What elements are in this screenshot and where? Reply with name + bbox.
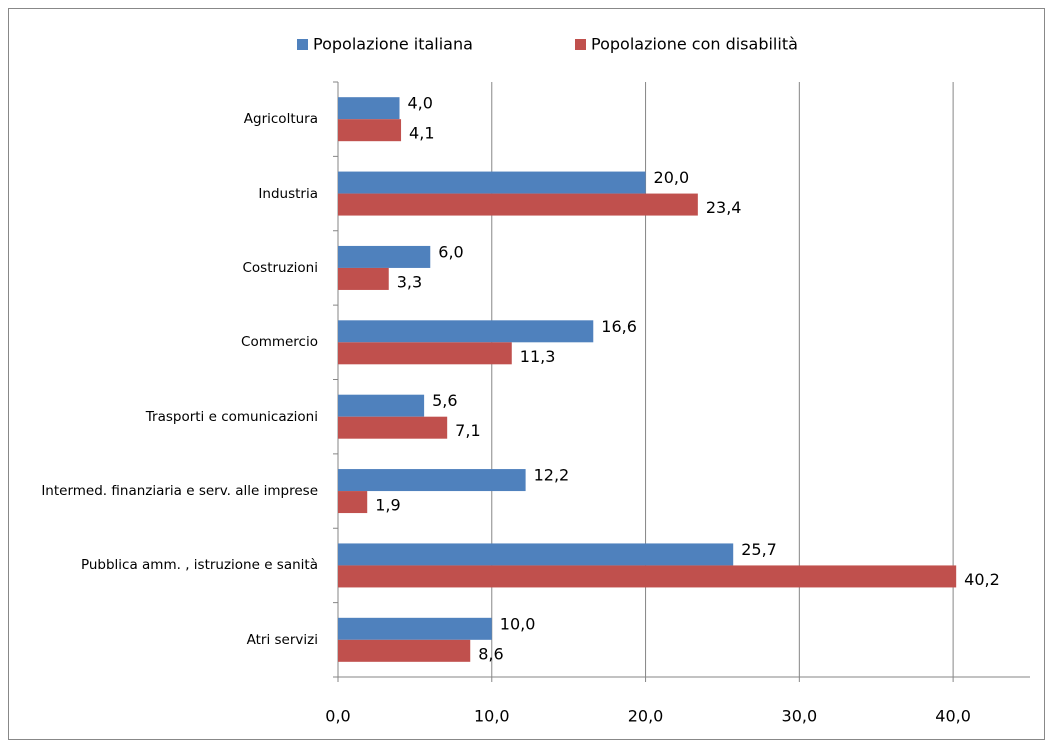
- y-tick-label-box: Agricoltura: [20, 89, 318, 149]
- x-tick-label: 20,0: [628, 707, 664, 726]
- bar: [338, 543, 734, 566]
- bar: [338, 394, 425, 417]
- bar: [338, 267, 389, 290]
- data-label: 12,2: [534, 466, 570, 485]
- data-label: 25,7: [741, 540, 777, 559]
- data-label: 10,0: [500, 614, 536, 633]
- y-tick-label: Trasporti e comunicazioni: [145, 408, 318, 425]
- legend-label: Popolazione italiana: [313, 35, 473, 54]
- bar: [338, 617, 492, 640]
- data-label: 8,6: [478, 644, 503, 663]
- bar: [338, 171, 646, 194]
- data-label: 11,3: [520, 347, 556, 366]
- legend-swatch: [575, 39, 586, 50]
- data-label: 23,4: [706, 198, 742, 217]
- legend-label: Popolazione con disabilità: [591, 35, 798, 54]
- y-tick-label: Commercio: [241, 334, 318, 351]
- bar: [338, 491, 368, 514]
- bar: [338, 565, 957, 588]
- y-tick-label: Industria: [258, 185, 318, 202]
- x-tick-label: 30,0: [782, 707, 818, 726]
- y-tick-label-box: Commercio: [20, 312, 318, 372]
- y-tick-label: Intermed. finanziaria e serv. alle impre…: [41, 483, 318, 500]
- data-label: 20,0: [654, 168, 690, 187]
- bar: [338, 416, 448, 439]
- bar: [338, 342, 512, 365]
- y-tick-label: Atri servizi: [246, 631, 318, 648]
- y-tick-label: Costruzioni: [242, 259, 318, 276]
- chart-border: [8, 8, 1045, 740]
- y-tick-label-box: Costruzioni: [20, 238, 318, 298]
- legend-swatch: [297, 39, 308, 50]
- data-label: 7,1: [455, 421, 480, 440]
- bar: [338, 119, 402, 142]
- data-label: 40,2: [964, 570, 1000, 589]
- data-label: 4,1: [409, 124, 434, 143]
- x-tick-label: 0,0: [325, 707, 350, 726]
- bar: [338, 320, 594, 343]
- y-tick-label-box: Pubblica amm. , istruzione e sanità: [20, 535, 318, 595]
- y-tick-label-box: Trasporti e comunicazioni: [20, 387, 318, 447]
- y-tick-label-box: Atri servizi: [20, 610, 318, 670]
- y-tick-label: Agricoltura: [243, 111, 318, 128]
- bar: [338, 245, 431, 268]
- bar: [338, 97, 400, 120]
- bar: [338, 639, 471, 662]
- x-tick-label: 10,0: [474, 707, 510, 726]
- x-tick-label: 40,0: [935, 707, 971, 726]
- y-tick-label-box: Industria: [20, 164, 318, 224]
- bar: [338, 193, 698, 216]
- data-label: 4,0: [408, 94, 433, 113]
- data-label: 16,6: [601, 317, 637, 336]
- data-label: 3,3: [397, 272, 422, 291]
- data-label: 5,6: [432, 391, 457, 410]
- data-label: 6,0: [438, 242, 463, 261]
- y-tick-label-box: Intermed. finanziaria e serv. alle impre…: [20, 461, 318, 521]
- data-label: 1,9: [375, 496, 400, 515]
- y-tick-label: Pubblica amm. , istruzione e sanità: [80, 557, 318, 574]
- bar: [338, 469, 526, 492]
